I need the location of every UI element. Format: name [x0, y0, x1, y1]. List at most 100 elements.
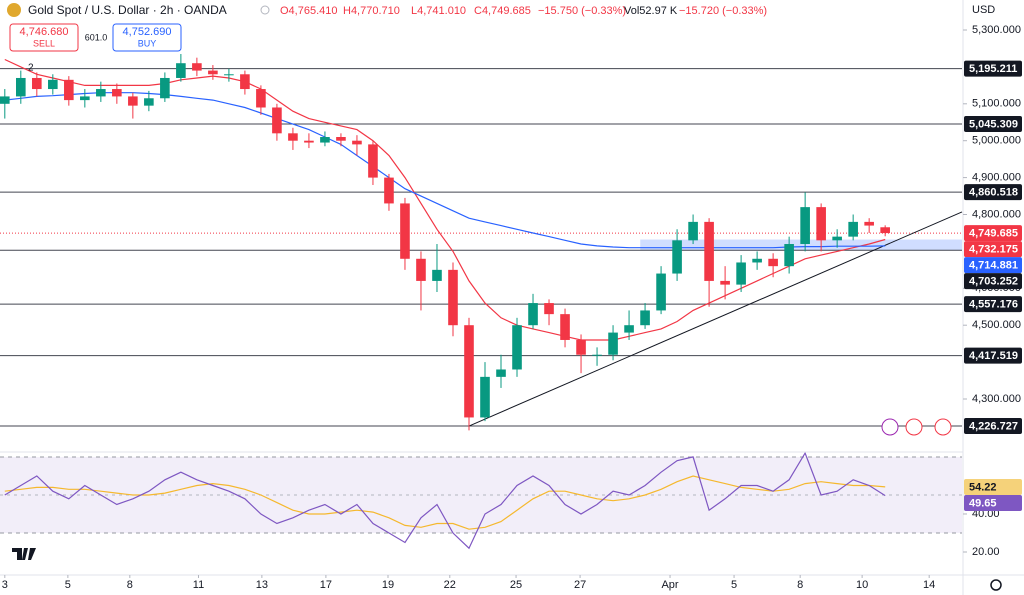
candle-body — [400, 203, 410, 259]
rsi-tag — [964, 494, 1022, 511]
price-tag-label: 4,732.175 — [969, 243, 1018, 255]
y-tick-label: 5,100.000 — [972, 98, 1021, 110]
settings-icon[interactable] — [990, 579, 1002, 591]
x-tick-label: 19 — [382, 579, 394, 591]
rsi-tag — [964, 478, 1022, 495]
x-tick-label: 5 — [731, 579, 737, 591]
candle-body — [672, 240, 682, 274]
candle-body — [80, 96, 90, 101]
candle-body — [800, 207, 810, 245]
moving-average — [4, 58, 886, 341]
y-tick-label: 4,800.000 — [972, 208, 1021, 220]
x-tick-label: 17 — [320, 579, 332, 591]
candle-body — [352, 140, 362, 145]
y-tick-label: 4,500.000 — [972, 319, 1021, 331]
rsi-line — [4, 451, 886, 550]
candle-body — [256, 89, 266, 108]
currency-label[interactable]: USD — [972, 4, 995, 16]
candle-body — [864, 221, 874, 226]
rsi-ma-line — [4, 475, 886, 530]
price-tag — [964, 225, 1022, 242]
candle-body — [736, 262, 746, 285]
ohlc-change: −15.750 (−0.33%) — [538, 5, 626, 17]
x-tick-label: 14 — [923, 579, 935, 591]
x-tick-label: 8 — [797, 579, 803, 591]
tradingview-logo[interactable] — [12, 548, 36, 560]
candle-body — [576, 339, 586, 355]
candle-body — [592, 354, 602, 356]
candle-body — [448, 269, 458, 326]
candle-body — [560, 314, 570, 340]
level-tag — [964, 115, 1022, 132]
candle-body — [32, 77, 42, 90]
rsi-tick-label: 20.00 — [972, 546, 1000, 558]
candle-body — [848, 221, 858, 237]
moving-average — [4, 92, 886, 249]
ohlc-open: O4,765.410 — [280, 5, 338, 17]
candle-body — [0, 96, 10, 104]
x-tick-label: 5 — [65, 579, 71, 591]
candle-body — [752, 258, 762, 263]
volume: Vol52.97 K — [624, 5, 678, 17]
candle-body — [544, 303, 554, 315]
spread: 601.0 — [85, 32, 108, 42]
buy-button[interactable] — [112, 23, 182, 52]
candle-body — [224, 74, 234, 76]
price-tag — [964, 241, 1022, 258]
candle-body — [192, 63, 202, 71]
candle-body — [272, 107, 282, 134]
x-tick-label: 13 — [256, 579, 268, 591]
x-tick-label: 8 — [127, 579, 133, 591]
price-tag-label: 4,714.881 — [969, 259, 1018, 271]
candle-body — [112, 89, 122, 97]
level-tag-label: 5,045.309 — [969, 118, 1018, 130]
level-tag-label: 4,417.519 — [969, 350, 1018, 362]
candle-body — [496, 369, 506, 377]
candle-body — [48, 79, 58, 90]
x-tick-label: 3 — [2, 579, 8, 591]
sell-button[interactable] — [9, 23, 79, 52]
candle-body — [320, 137, 330, 143]
candle-body — [656, 273, 666, 311]
level-tag-label: 5,195.211 — [969, 63, 1017, 75]
candle-body — [128, 96, 138, 106]
event-icon[interactable] — [905, 418, 923, 436]
y-tick-label: 4,300.000 — [972, 393, 1021, 405]
trendline — [468, 211, 963, 427]
indicator-count[interactable]: 2 — [28, 63, 34, 74]
candle-body — [480, 376, 490, 418]
visibility-icon[interactable] — [260, 5, 270, 15]
sell-price: 4,746.680 — [20, 26, 69, 38]
level-tag — [964, 60, 1022, 77]
x-tick-label: 10 — [856, 579, 868, 591]
candle-body — [304, 140, 314, 143]
price-tag — [964, 257, 1022, 274]
event-icon[interactable] — [934, 418, 952, 436]
candle-body — [144, 98, 154, 106]
price-tag-label: 4,749.685 — [969, 227, 1018, 239]
symbol-title[interactable]: Gold Spot / U.S. Dollar · 2h · OANDA — [28, 3, 227, 17]
candle-body — [432, 269, 442, 281]
candle-body — [624, 325, 634, 333]
rsi-tag-label: 49.65 — [969, 497, 997, 509]
candle-body — [512, 325, 522, 370]
ohlc-low: L4,741.010 — [411, 5, 466, 17]
candle-body — [208, 70, 218, 75]
x-tick-label: Apr — [661, 579, 678, 591]
x-tick-label: 25 — [510, 579, 522, 591]
candle-body — [768, 258, 778, 267]
candle-body — [384, 177, 394, 204]
candle-body — [880, 227, 890, 234]
candle-body — [720, 280, 730, 285]
level-tag — [964, 347, 1022, 364]
event-icon[interactable] — [881, 418, 899, 436]
symbol-icon[interactable] — [7, 3, 21, 17]
y-tick-label: 4,900.000 — [972, 172, 1021, 184]
candle-body — [96, 89, 106, 97]
level-tag — [964, 273, 1022, 290]
candle-body — [816, 207, 826, 241]
volume-change: −15.720 (−0.33%) — [679, 5, 767, 17]
candle-body — [464, 325, 474, 418]
sell-label: SELL — [33, 38, 55, 48]
